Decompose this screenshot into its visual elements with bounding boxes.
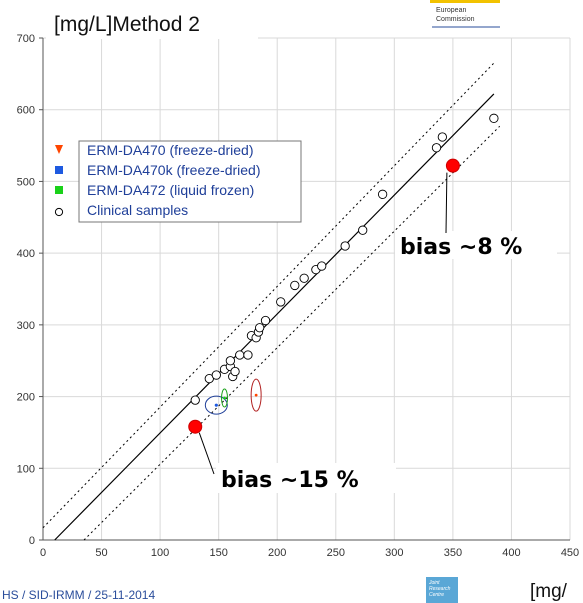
legend-label: ERM-DA472 (liquid frozen) — [87, 182, 254, 198]
bias-highlight-point — [188, 419, 203, 434]
clinical-sample-point — [190, 395, 200, 405]
bias-highlight-point — [445, 158, 460, 173]
jrc-logo — [426, 577, 458, 603]
clinical-sample-point — [235, 350, 245, 360]
legend-label: Clinical samples — [87, 202, 188, 218]
clinical-sample-point — [290, 280, 300, 291]
y-axis-title: [mg/L]Method 2 — [46, 9, 258, 39]
uncertainty-ellipses — [204, 378, 262, 415]
legend-marker-triangle — [55, 145, 63, 154]
clinical-sample-point — [255, 323, 265, 333]
clinical-sample-point — [230, 366, 240, 377]
data-points — [188, 113, 499, 434]
da470k-point — [214, 403, 218, 407]
x-tick-label: 450 — [561, 547, 579, 559]
x-tick-label: 100 — [151, 547, 169, 559]
clinical-sample-point — [340, 241, 350, 251]
bias-15-leader — [198, 432, 215, 475]
x-tick-label: 350 — [444, 547, 462, 559]
ellipse-da470k — [204, 395, 228, 415]
x-axis-unit: [mg/ — [530, 581, 568, 602]
legend: ERM-DA470 (freeze-dried) ERM-DA470k (free… — [54, 140, 302, 223]
bias-8-label: bias ~8 % — [400, 235, 522, 260]
y-tick-label: 600 — [17, 105, 35, 117]
da470-point — [254, 393, 258, 397]
clinical-sample-point — [225, 356, 236, 366]
x-tick-label: 250 — [327, 547, 345, 559]
clinical-sample-point — [437, 132, 447, 142]
legend-label: ERM-DA470k (freeze-dried) — [87, 162, 261, 178]
ec-line2: Commission — [436, 16, 475, 23]
bias-8-bg — [395, 231, 557, 259]
jrc-line3: Centre — [429, 592, 444, 598]
y-tick-label: 400 — [17, 248, 35, 260]
legend-box — [78, 140, 302, 223]
x-tick-label: 400 — [502, 547, 520, 559]
clinical-sample-point — [358, 225, 368, 235]
da472-point — [223, 396, 226, 400]
jrc-line2: Research — [429, 586, 451, 592]
clinical-sample-point — [260, 315, 271, 326]
ec-logo-bar — [430, 0, 500, 3]
regression-line — [54, 93, 495, 541]
confidence-band-upper — [42, 62, 495, 529]
y-axis-title-text: [mg/L]Method 2 — [54, 13, 200, 36]
ellipse-da470 — [250, 378, 262, 412]
ellipse-da472 — [221, 388, 229, 408]
legend-label: ERM-DA470 (freeze-dried) — [87, 142, 254, 158]
clinical-sample-point — [431, 143, 442, 153]
legend-marker-square — [55, 186, 63, 194]
y-tick-label: 0 — [29, 535, 35, 547]
bias-8-leader — [445, 172, 448, 234]
y-tick-label: 200 — [17, 392, 35, 404]
clinical-sample-point — [299, 273, 309, 283]
clinical-sample-point — [317, 261, 327, 271]
y-tick-label: 100 — [17, 463, 35, 475]
clinical-sample-point — [489, 113, 499, 123]
x-tick-label: 0 — [40, 547, 46, 559]
clinical-sample-point — [377, 189, 388, 199]
regression-lines — [42, 62, 501, 541]
axes: 0 50 100 150 200 250 300 350 400 450 0 100 200 300 400… — [17, 33, 580, 559]
y-tick-label: 500 — [17, 176, 35, 188]
x-tick-label: 300 — [385, 547, 403, 559]
x-tick-label: 200 — [268, 547, 286, 559]
x-tick-label: 150 — [209, 547, 227, 559]
bias-15-label: bias ~15 % — [221, 468, 359, 493]
legend-marker-square — [55, 166, 63, 174]
y-tick-label: 700 — [17, 33, 35, 45]
clinical-sample-point — [276, 297, 286, 307]
clinical-sample-point — [211, 370, 221, 380]
legend-marker-circle — [54, 207, 64, 217]
footer-text: HS / SID-IRMM / 25-11-2014 — [2, 588, 155, 602]
footer: HS / SID-IRMM / 25-11-2014 Joint Researc… — [2, 577, 568, 603]
ec-logo: European Commission — [430, 0, 500, 28]
y-tick-label: 300 — [17, 320, 35, 332]
annotations: bias ~8 % bias ~15 % — [198, 172, 557, 493]
clinical-sample-point — [243, 350, 253, 360]
x-tick-label: 50 — [95, 547, 107, 559]
bias-15-bg — [216, 463, 396, 493]
jrc-line1: Joint — [428, 580, 440, 586]
y-axis-title-bg — [46, 9, 258, 39]
ec-line1: European — [436, 7, 466, 14]
